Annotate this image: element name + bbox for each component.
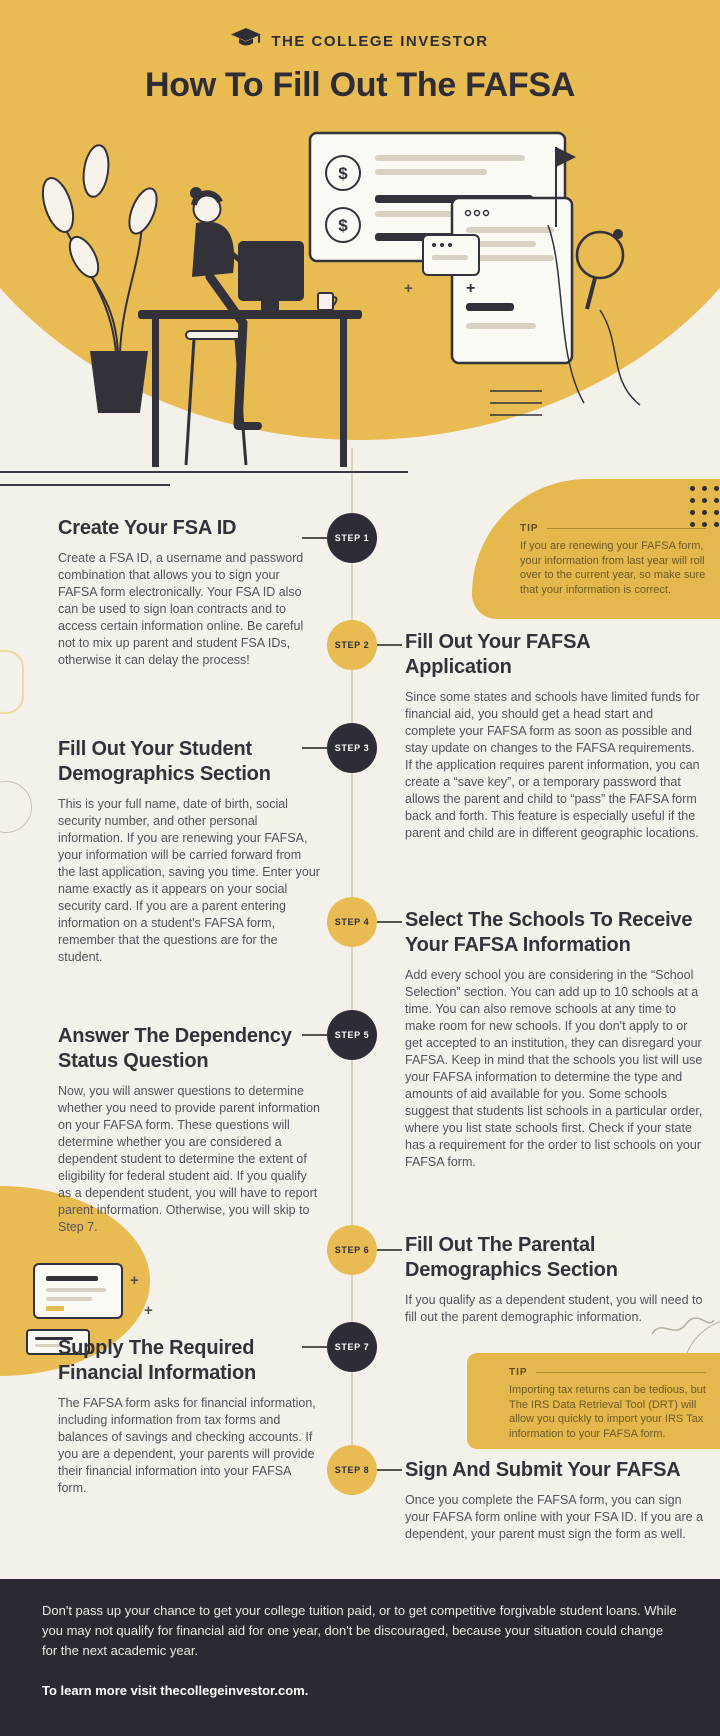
step-6-body: If you qualify as a dependent student, y… — [405, 1293, 703, 1324]
person-at-desk-illustration — [138, 187, 362, 467]
step-2-body: Since some states and schools have limit… — [405, 690, 700, 840]
documents-illustration: + + — [26, 1263, 153, 1355]
svg-text:+: + — [404, 280, 413, 297]
step-7-section: Supply The Required Financial Informatio… — [58, 1336, 320, 1497]
step-6-connector — [377, 1249, 402, 1251]
step-3-title: Fill Out Your Student Demographics Secti… — [58, 738, 271, 785]
dollar-circle-icon: $ — [325, 207, 361, 243]
step-7-title: Supply The Required Financial Informatio… — [58, 1337, 257, 1384]
timeline-line — [351, 448, 353, 1470]
step-4-title: Select The Schools To Receive Your FAFSA… — [405, 909, 693, 956]
tip-1-callout: TIP If you are renewing your FAFSA form,… — [472, 479, 720, 619]
document-card-illustration: + — [450, 196, 574, 365]
step-7-connector — [302, 1346, 327, 1348]
footer-cta: To learn more visit thecollegeinvestor.c… — [42, 1683, 309, 1698]
svg-text:$: $ — [338, 216, 348, 235]
step-4-badge: STEP 4 — [327, 897, 377, 947]
floor-lines — [0, 471, 408, 486]
dots-grid-decor — [690, 486, 720, 527]
step-8-section: Sign And Submit Your FAFSA Once you comp… — [405, 1458, 705, 1543]
graduation-cap-icon — [231, 28, 262, 55]
footer: Don't pass up your chance to get your co… — [0, 1579, 720, 1736]
tip-1-body: If you are renewing your FAFSA form, you… — [520, 540, 706, 596]
step-2-title: Fill Out Your FAFSA Application — [405, 631, 591, 678]
tip-2-callout: TIP Importing tax returns can be tedious… — [467, 1353, 720, 1449]
step-3-section: Fill Out Your Student Demographics Secti… — [58, 737, 320, 966]
step-1-title: Create Your FSA ID — [58, 517, 237, 539]
step-1-section: Create Your FSA ID Create a FSA ID, a us… — [58, 516, 320, 669]
step-6-section: Fill Out The Parental Demographics Secti… — [405, 1233, 705, 1326]
svg-text:+: + — [130, 1272, 139, 1289]
step-8-badge: STEP 8 — [327, 1445, 377, 1495]
header-illustration: $ $ + — [0, 131, 641, 486]
step-1-body: Create a FSA ID, a username and password… — [58, 551, 304, 667]
dollar-circle-icon: $ — [325, 155, 361, 191]
step-2-section: Fill Out Your FAFSA Application Since so… — [405, 630, 705, 842]
tip-1-label-row: TIP — [520, 523, 706, 534]
step-7-body: The FAFSA form asks for financial inform… — [58, 1396, 316, 1495]
brand-row: THE COLLEGE INVESTOR — [0, 28, 720, 55]
svg-text:+: + — [466, 280, 475, 297]
step-4-body: Add every school you are considering in … — [405, 968, 703, 1169]
tip-2-label: TIP — [509, 1367, 528, 1378]
step-3-connector — [302, 747, 327, 749]
step-7-badge: STEP 7 — [327, 1322, 377, 1372]
squiggle-decor — [651, 1317, 715, 1335]
page-title: How To Fill Out The FAFSA — [144, 66, 576, 104]
step-5-body: Now, you will answer questions to determ… — [58, 1084, 320, 1234]
svg-text:+: + — [144, 1302, 153, 1319]
step-4-connector — [377, 921, 402, 923]
step-4-section: Select The Schools To Receive Your FAFSA… — [405, 908, 705, 1171]
tip-2-body: Importing tax returns can be tedious, bu… — [509, 1384, 706, 1440]
magnifier-icon — [575, 229, 625, 310]
step-5-title: Answer The Dependency Status Question — [58, 1025, 292, 1072]
circle-outline-left-decor — [0, 781, 32, 833]
decor-lines — [490, 147, 641, 416]
step-5-badge: STEP 5 — [327, 1010, 377, 1060]
tip-2-label-row: TIP — [509, 1367, 706, 1378]
step-8-body: Once you complete the FAFSA form, you ca… — [405, 1493, 704, 1541]
footer-body: Don't pass up your chance to get your co… — [42, 1603, 677, 1658]
plant-illustration — [41, 144, 158, 413]
step-2-badge: STEP 2 — [327, 620, 377, 670]
step-6-badge: STEP 6 — [327, 1225, 377, 1275]
step-3-badge: STEP 3 — [327, 723, 377, 773]
tip-2-rule — [535, 1372, 706, 1373]
step-8-connector — [377, 1469, 402, 1471]
step-1-badge: STEP 1 — [327, 513, 377, 563]
step-2-connector — [377, 644, 402, 646]
mini-window-illustration: + — [404, 234, 480, 297]
tip-1-rule — [546, 528, 706, 529]
svg-text:$: $ — [338, 164, 348, 183]
step-8-title: Sign And Submit Your FAFSA — [405, 1459, 681, 1481]
pill-outline-decor — [0, 650, 24, 714]
step-1-connector — [302, 537, 327, 539]
tip-1-label: TIP — [520, 523, 539, 534]
step-3-body: This is your full name, date of birth, s… — [58, 797, 320, 964]
brand-name: THE COLLEGE INVESTOR — [271, 33, 489, 50]
step-5-connector — [302, 1034, 327, 1036]
step-6-title: Fill Out The Parental Demographics Secti… — [405, 1234, 618, 1281]
step-5-section: Answer The Dependency Status Question No… — [58, 1024, 320, 1236]
